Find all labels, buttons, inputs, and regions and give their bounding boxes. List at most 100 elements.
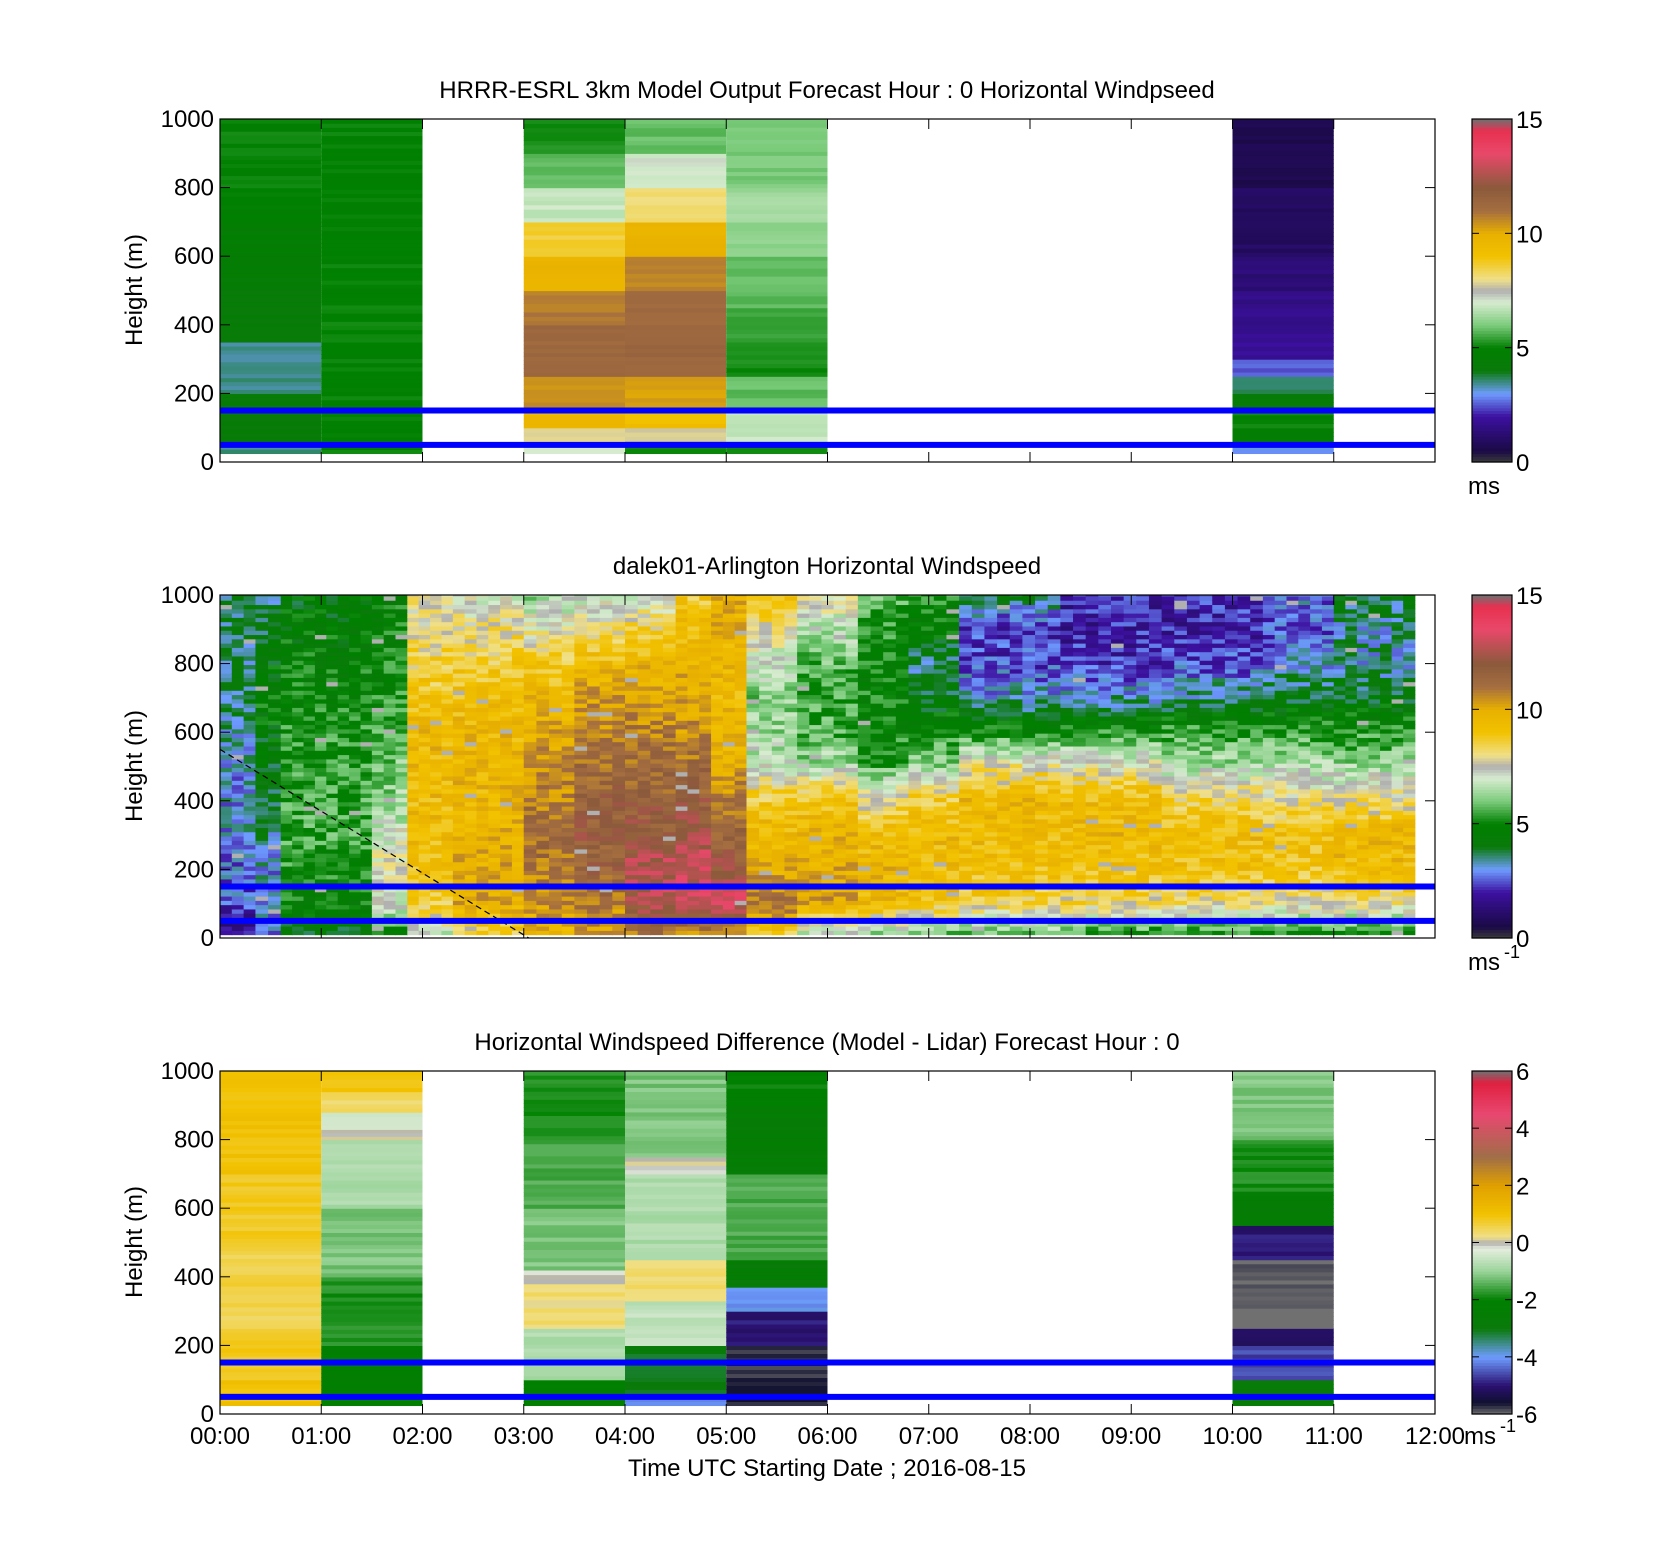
heatmap-cell [303, 608, 316, 614]
heatmap-cell [430, 694, 443, 700]
heatmap-cell [809, 775, 823, 781]
heatmap-cell [476, 595, 489, 597]
heatmap-cell [488, 835, 501, 841]
heatmap-cell [549, 831, 563, 837]
heatmap-cell [599, 595, 613, 597]
heatmap-cell [821, 617, 835, 623]
heatmap-cell [511, 754, 525, 760]
heatmap-cell [857, 754, 872, 760]
heatmap-cell [687, 840, 700, 846]
heatmap-cell [321, 172, 423, 178]
heatmap-cell [599, 818, 613, 824]
heatmap-cell [612, 664, 626, 670]
heatmap-cell [220, 260, 322, 266]
heatmap-cell [488, 763, 501, 768]
heatmap-cell [561, 720, 575, 726]
heatmap-cell [407, 608, 420, 614]
heatmap-cell [574, 595, 588, 601]
heatmap-cell [314, 754, 327, 760]
heatmap-cell [337, 608, 350, 614]
heatmap-cell [797, 600, 810, 606]
heatmap-cell [371, 634, 385, 640]
heatmap-cell [220, 151, 322, 156]
heatmap-cell [231, 900, 245, 906]
heatmap-cell [574, 857, 588, 863]
heatmap-cell [662, 728, 677, 734]
heatmap-cell [292, 900, 305, 906]
heatmap-cell [500, 745, 513, 751]
heatmap-cell [280, 595, 293, 601]
heatmap-cell [821, 921, 835, 927]
heatmap-cell [464, 913, 478, 919]
heatmap-cell [599, 724, 613, 730]
heatmap-cell [523, 853, 538, 858]
heatmap-cell [625, 196, 727, 202]
heatmap-cell [746, 848, 760, 854]
heatmap-cell [722, 788, 736, 794]
heatmap-cell [675, 630, 689, 636]
heatmap-cell [292, 694, 305, 700]
heatmap-cell [243, 878, 257, 884]
heatmap-cell [452, 745, 466, 751]
heatmap-cell [321, 300, 423, 306]
heatmap-cell [326, 827, 339, 833]
heatmap-cell [314, 604, 327, 610]
heatmap-cell [349, 758, 362, 764]
heatmap-cell [464, 758, 478, 764]
heatmap-cell [231, 728, 245, 734]
heatmap-cell [220, 737, 233, 743]
heatmap-cell [220, 861, 233, 867]
heatmap-cell [321, 436, 423, 442]
heatmap-cell [488, 865, 501, 871]
heatmap-cell [561, 827, 575, 833]
heatmap-cell [280, 805, 293, 811]
heatmap-cell [612, 715, 626, 721]
colorbar-swatch [1472, 444, 1512, 449]
heatmap-cell [857, 784, 872, 790]
heatmap-cell [523, 805, 538, 811]
heatmap-cell [371, 878, 385, 884]
heatmap-cell [587, 750, 601, 756]
heatmap-cell [759, 613, 773, 618]
heatmap-cell [726, 324, 828, 330]
heatmap-cell [587, 771, 601, 777]
heatmap-cell [759, 600, 773, 606]
heatmap-cell [430, 848, 443, 854]
heatmap-cell [500, 741, 513, 747]
heatmap-cell [625, 853, 639, 858]
heatmap-cell [699, 857, 712, 863]
heatmap-cell [349, 613, 362, 618]
heatmap-cell [675, 870, 689, 876]
heatmap-cell [599, 810, 613, 816]
heatmap-cell [687, 874, 700, 880]
heatmap-cell [625, 436, 727, 442]
heatmap-cell [536, 878, 550, 884]
heatmap-cell [821, 853, 835, 858]
heatmap-cell [797, 655, 810, 661]
heatmap-cell [452, 814, 466, 820]
heatmap-cell [536, 801, 550, 807]
heatmap-cell [488, 844, 501, 850]
heatmap-cell [337, 647, 350, 653]
heatmap-cell [523, 260, 625, 266]
colorbar-frame [1471, 118, 1513, 463]
heatmap-cell [612, 788, 626, 794]
heatmap-cell [759, 698, 773, 704]
heatmap-cell [441, 600, 454, 606]
heatmap-cell [711, 771, 724, 777]
heatmap-cell [488, 604, 501, 610]
heatmap-cell [637, 655, 651, 661]
heatmap-cell [523, 213, 625, 219]
heatmap-cell [430, 715, 443, 721]
heatmap-cell [599, 681, 613, 687]
colorbar-swatch [1472, 319, 1512, 323]
heatmap-cell [476, 643, 489, 648]
heatmap-cell [500, 827, 513, 833]
heatmap-cell [360, 728, 373, 734]
heatmap-cell [383, 690, 397, 696]
heatmap-cell [675, 750, 689, 756]
heatmap-cell [746, 861, 760, 867]
heatmap-cell [625, 874, 639, 880]
heatmap-cell [511, 780, 525, 786]
heatmap-cell [637, 613, 651, 618]
